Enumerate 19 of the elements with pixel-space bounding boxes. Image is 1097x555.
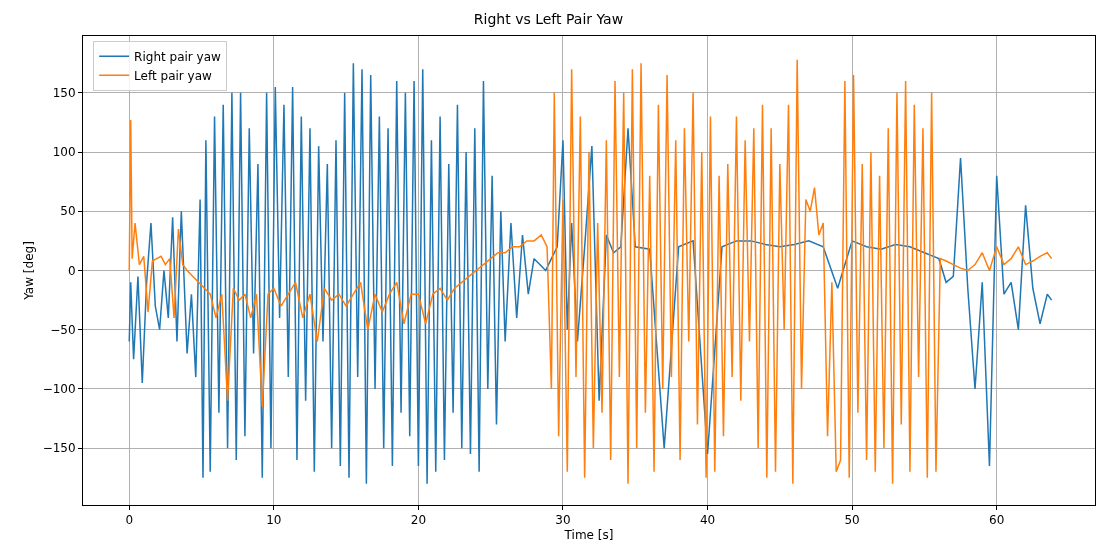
y-tick-label: −150 <box>42 441 76 456</box>
x-tick-label: 10 <box>266 513 282 528</box>
x-tick-label: 0 <box>125 513 134 528</box>
chart-title: Right vs Left Pair Yaw <box>473 10 624 27</box>
x-tick-label: 20 <box>410 513 427 528</box>
x-tick-label: 40 <box>699 513 716 528</box>
y-tick-label: 0 <box>67 263 76 278</box>
y-tick-label: −50 <box>50 322 76 337</box>
y-tick-label: −100 <box>42 382 76 397</box>
x-axis-title: Time [s] <box>563 528 614 543</box>
x-tick-label: 60 <box>989 513 1005 528</box>
y-axis-title: Yaw [deg] <box>21 241 36 301</box>
legend-label: Left pair yaw <box>134 68 213 83</box>
y-tick-label: 150 <box>52 86 76 101</box>
x-tick-label: 50 <box>844 513 860 528</box>
legend-label: Right pair yaw <box>134 49 222 64</box>
y-tick-label: 100 <box>52 145 76 160</box>
y-tick-label: 50 <box>60 204 76 219</box>
x-tick-label: 30 <box>555 513 571 528</box>
